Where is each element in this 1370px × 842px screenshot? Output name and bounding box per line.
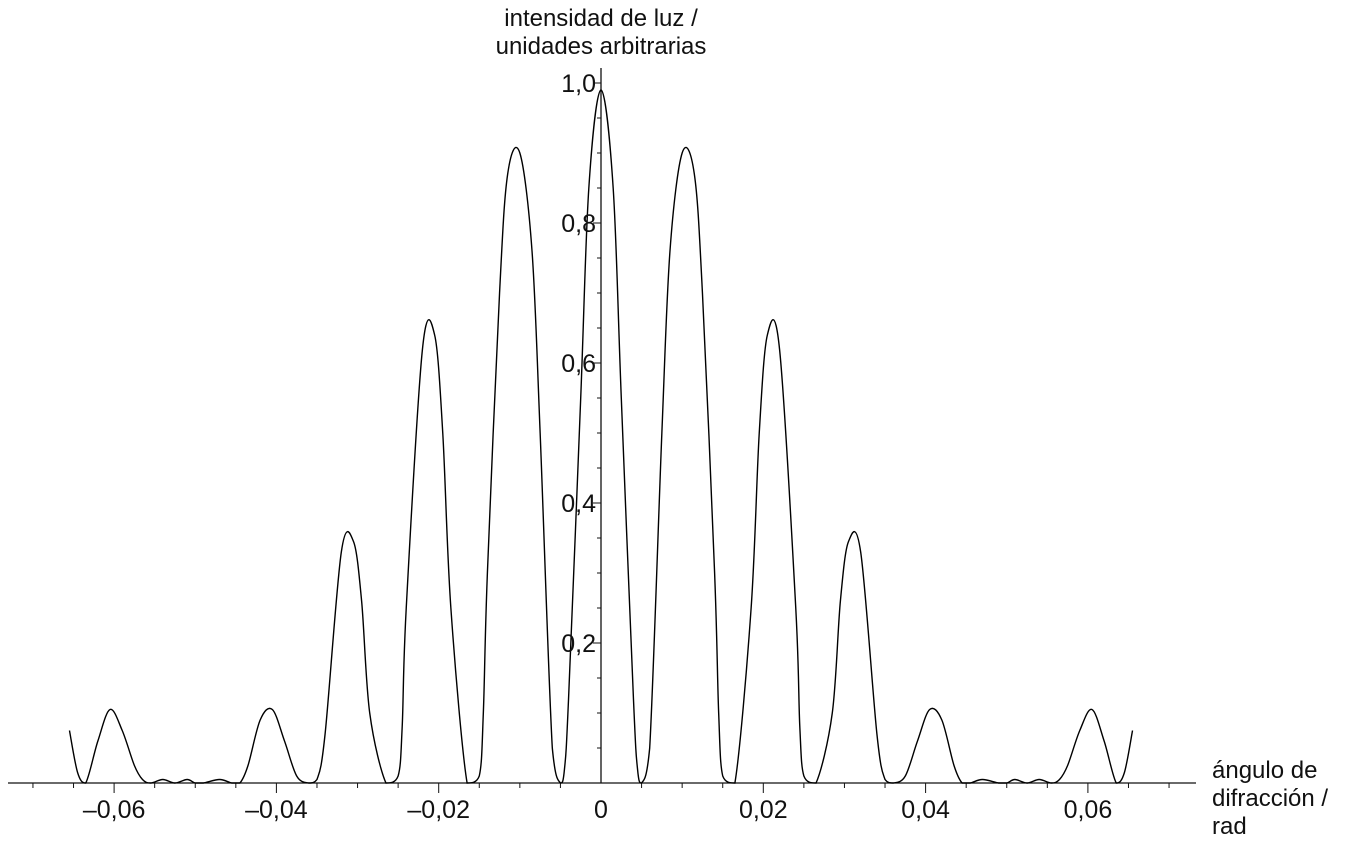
y-tick-labels: 0,2 0,4 0,6 0,8 1,0: [561, 70, 596, 658]
axes: [8, 68, 1196, 784]
y-axis-title-line-1: intensidad de luz /: [504, 5, 698, 32]
intensity-curve: [68, 89, 1134, 784]
y-tick-label: 0,4: [561, 490, 596, 518]
y-tick-label: 1,0: [561, 70, 596, 98]
x-tick-label: 0,02: [739, 796, 788, 824]
x-axis-title-line-1: ángulo de: [1212, 757, 1317, 784]
x-tick-label: 0: [594, 796, 608, 824]
x-tick-label: 0,04: [901, 796, 950, 824]
x-axis-title-line-2: difracción /: [1212, 785, 1328, 812]
x-tick-labels: –0,06 –0,04 –0,02 0 0,02 0,04 0,06: [83, 796, 1112, 824]
y-tick-label: 0,6: [561, 350, 596, 378]
x-tick-label: 0,06: [1064, 796, 1113, 824]
y-tick-label: 0,8: [561, 210, 596, 238]
tick-marks: [32, 82, 1170, 793]
x-tick-label: –0,06: [83, 796, 146, 824]
y-axis-title-line-2: unidades arbitrarias: [496, 33, 707, 60]
x-axis-title-line-3: rad: [1212, 813, 1247, 840]
y-tick-label: 0,2: [561, 630, 596, 658]
x-tick-label: –0,04: [245, 796, 308, 824]
x-tick-label: –0,02: [407, 796, 470, 824]
